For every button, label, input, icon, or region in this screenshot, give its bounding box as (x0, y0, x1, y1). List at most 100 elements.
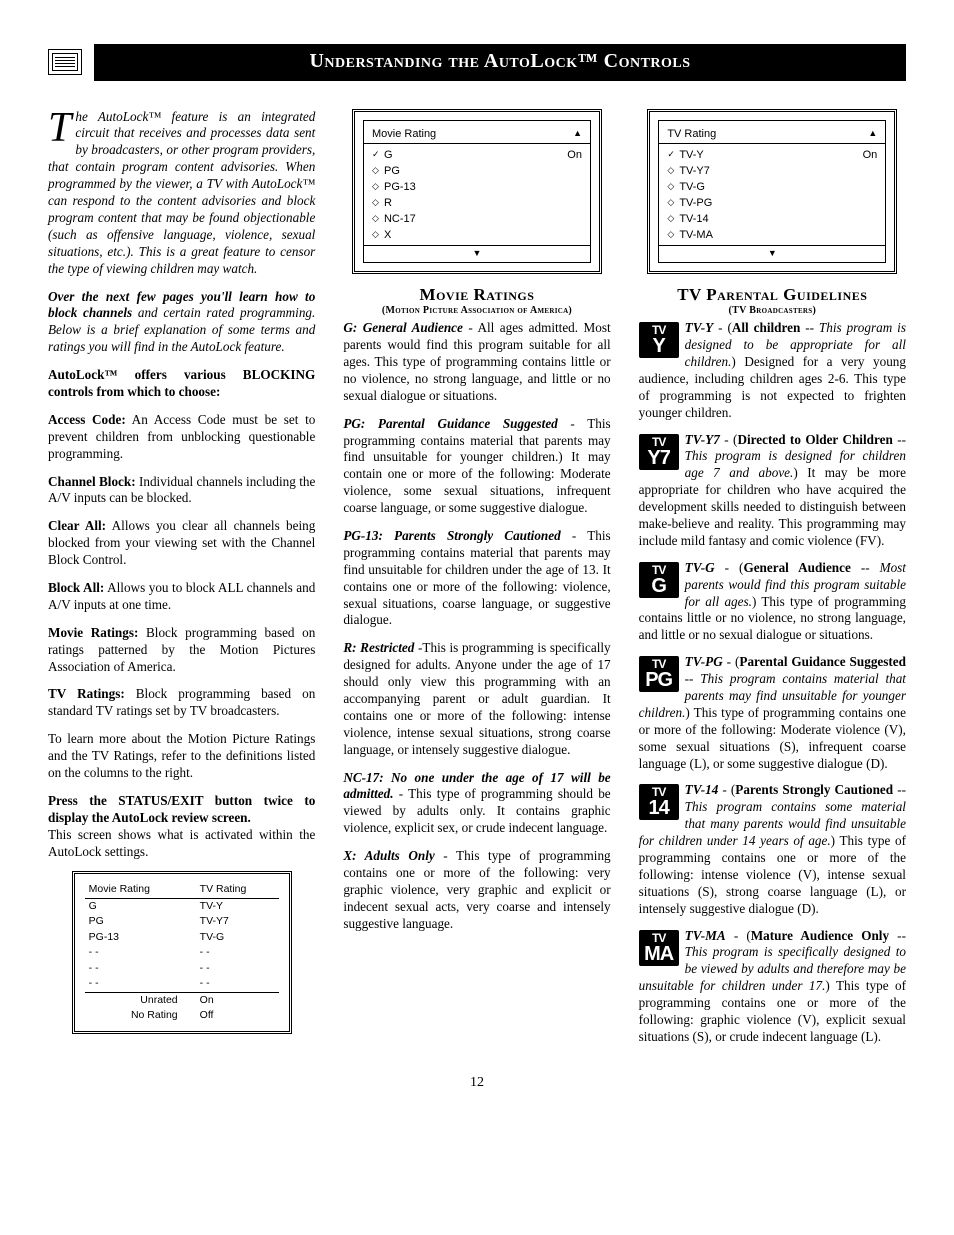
diamond-icon: ◇ (667, 181, 679, 193)
tvpg-icon: TVPG (639, 656, 679, 692)
rating-label: G: General Audience (343, 320, 463, 335)
movie-ratings-heading: Movie Ratings (Motion Picture Associatio… (343, 284, 610, 319)
tv-rating-header: TV Rating (182, 882, 279, 898)
learn-paragraph: Over the next few pages you'll learn how… (48, 289, 315, 357)
movie-rating-screen: Movie Rating ▲ ✓GOn ◇PG ◇PG-13 ◇R ◇NC-17… (352, 109, 602, 274)
rating-tv14: TV14 TV-14 - (Parents Strongly Cautioned… (639, 782, 906, 917)
column-2: Movie Rating ▲ ✓GOn ◇PG ◇PG-13 ◇R ◇NC-17… (343, 109, 610, 1056)
review-table: Movie Rating TV Rating GTV-Y PGTV-Y7 PG-… (85, 882, 279, 1023)
rating-bold: Directed to Older Children (737, 432, 892, 447)
rating-label: TV-14 (685, 782, 719, 797)
item-label: Access Code: (48, 412, 126, 427)
table-row: PG-13TV-G (85, 930, 279, 945)
list-item: ✓GOn (372, 147, 582, 163)
rating-tvpg: TVPG TV-PG - (Parental Guidance Suggeste… (639, 654, 906, 772)
screen-title-row: Movie Rating ▲ (364, 125, 590, 144)
tvy-icon: TVY (639, 322, 679, 358)
list-item: ◇TV-PG (667, 195, 877, 211)
header-icon (48, 49, 82, 75)
list-item: ✓TV-YOn (667, 147, 877, 163)
section-title: Movie Ratings (343, 284, 610, 306)
rating-bold: Mature Audience Only (751, 928, 889, 943)
press-paragraph: Press the STATUS/EXIT button twice to di… (48, 793, 315, 861)
screen-items: ✓TV-YOn ◇TV-Y7 ◇TV-G ◇TV-PG ◇TV-14 ◇TV-M… (659, 144, 885, 245)
press-rest: This screen shows what is activated with… (48, 827, 315, 859)
rating-label: PG: Parental Guidance Suggested (343, 416, 557, 431)
down-arrow-icon: ▼ (659, 245, 885, 262)
list-item: ◇PG-13 (372, 179, 582, 195)
tvma-icon: TVMA (639, 930, 679, 966)
item-label: Channel Block: (48, 474, 136, 489)
list-item: ◇PG (372, 163, 582, 179)
rating-x: X: Adults Only - This type of programmin… (343, 848, 610, 932)
item-label: Clear All: (48, 518, 106, 533)
diamond-icon: ◇ (372, 213, 384, 225)
learn-more-paragraph: To learn more about the Motion Picture R… (48, 731, 315, 782)
rating-bold: Parental Guidance Suggested (739, 654, 906, 669)
item-label: Block All: (48, 580, 104, 595)
screen-title: Movie Rating (372, 127, 573, 141)
rating-label: TV-Y7 (685, 432, 720, 447)
item-label: Movie Ratings: (48, 625, 138, 640)
rating-tvy: TVY TV-Y - (All children -- This program… (639, 320, 906, 421)
section-title: TV Parental Guidelines (639, 284, 906, 306)
rating-pg13: PG-13: Parents Strongly Cautioned - This… (343, 528, 610, 629)
table-row: UnratedOn (85, 992, 279, 1008)
review-screen: Movie Rating TV Rating GTV-Y PGTV-Y7 PG-… (72, 871, 292, 1034)
item-label: TV Ratings: (48, 686, 125, 701)
section-subtitle: (TV Broadcasters) (639, 305, 906, 318)
list-item: ◇TV-MA (667, 227, 877, 243)
rating-label: R: Restricted (343, 640, 414, 655)
rating-tvy7: TVY7 TV-Y7 - (Directed to Older Children… (639, 432, 906, 550)
item-access-code: Access Code: An Access Code must be set … (48, 412, 315, 463)
rating-text: -This is programming is specifically des… (343, 640, 610, 756)
rating-bold: General Audience (743, 560, 850, 575)
rating-label: TV-PG (685, 654, 723, 669)
item-clear-all: Clear All: Allows you clear all channels… (48, 518, 315, 569)
list-item: ◇TV-Y7 (667, 163, 877, 179)
rating-label: TV-G (685, 560, 715, 575)
item-tv-ratings: TV Ratings: Block programming based on s… (48, 686, 315, 720)
table-row: No RatingOff (85, 1008, 279, 1023)
diamond-icon: ◇ (667, 229, 679, 241)
rating-tvg: TVG TV-G - (General Audience -- Most par… (639, 560, 906, 644)
table-row: - -- - (85, 945, 279, 960)
tv-guidelines-heading: TV Parental Guidelines (TV Broadcasters) (639, 284, 906, 319)
page-number: 12 (48, 1074, 906, 1092)
list-item: ◇NC-17 (372, 211, 582, 227)
rating-bold: Parents Strongly Cautioned (735, 782, 893, 797)
diamond-icon: ◇ (667, 197, 679, 209)
content-columns: The AutoLock™ feature is an integrated c… (48, 109, 906, 1056)
rating-label: PG-13: Parents Strongly Cautioned (343, 528, 560, 543)
diamond-icon: ◇ (667, 213, 679, 225)
table-row: - -- - (85, 961, 279, 976)
rating-r: R: Restricted -This is programming is sp… (343, 640, 610, 758)
rating-bold: All children (732, 320, 800, 335)
check-icon: ✓ (372, 149, 384, 161)
title-bar: Understanding the AutoLock™ Controls (94, 44, 906, 81)
rating-g: G: General Audience - All ages admitted.… (343, 320, 610, 404)
tv-rating-screen: TV Rating ▲ ✓TV-YOn ◇TV-Y7 ◇TV-G ◇TV-PG … (647, 109, 897, 274)
diamond-icon: ◇ (667, 165, 679, 177)
list-item: ◇TV-14 (667, 211, 877, 227)
page-title: Understanding the AutoLock™ Controls (309, 50, 690, 72)
down-arrow-icon: ▼ (364, 245, 590, 262)
up-arrow-icon: ▲ (573, 128, 582, 140)
tvg-icon: TVG (639, 562, 679, 598)
list-item: ◇R (372, 195, 582, 211)
rating-label: TV-MA (685, 928, 726, 943)
item-block-all: Block All: Allows you to block ALL chann… (48, 580, 315, 614)
rating-label: X: Adults Only (343, 848, 434, 863)
rating-pg: PG: Parental Guidance Suggested - This p… (343, 416, 610, 517)
table-row: GTV-Y (85, 898, 279, 914)
rating-text: ) Designed for a very young audience, in… (639, 354, 906, 420)
blocking-heading: AutoLock™ offers various BLOCKING contro… (48, 367, 315, 401)
rating-text: ) This type of programming contains litt… (639, 594, 906, 643)
list-item: ◇X (372, 227, 582, 243)
dropcap: T (48, 111, 75, 145)
section-subtitle: (Motion Picture Association of America) (343, 305, 610, 318)
rating-label: TV-Y (685, 320, 714, 335)
table-row: PGTV-Y7 (85, 914, 279, 929)
screen-inner: Movie Rating ▲ ✓GOn ◇PG ◇PG-13 ◇R ◇NC-17… (363, 120, 591, 263)
screen-items: ✓GOn ◇PG ◇PG-13 ◇R ◇NC-17 ◇X (364, 144, 590, 245)
